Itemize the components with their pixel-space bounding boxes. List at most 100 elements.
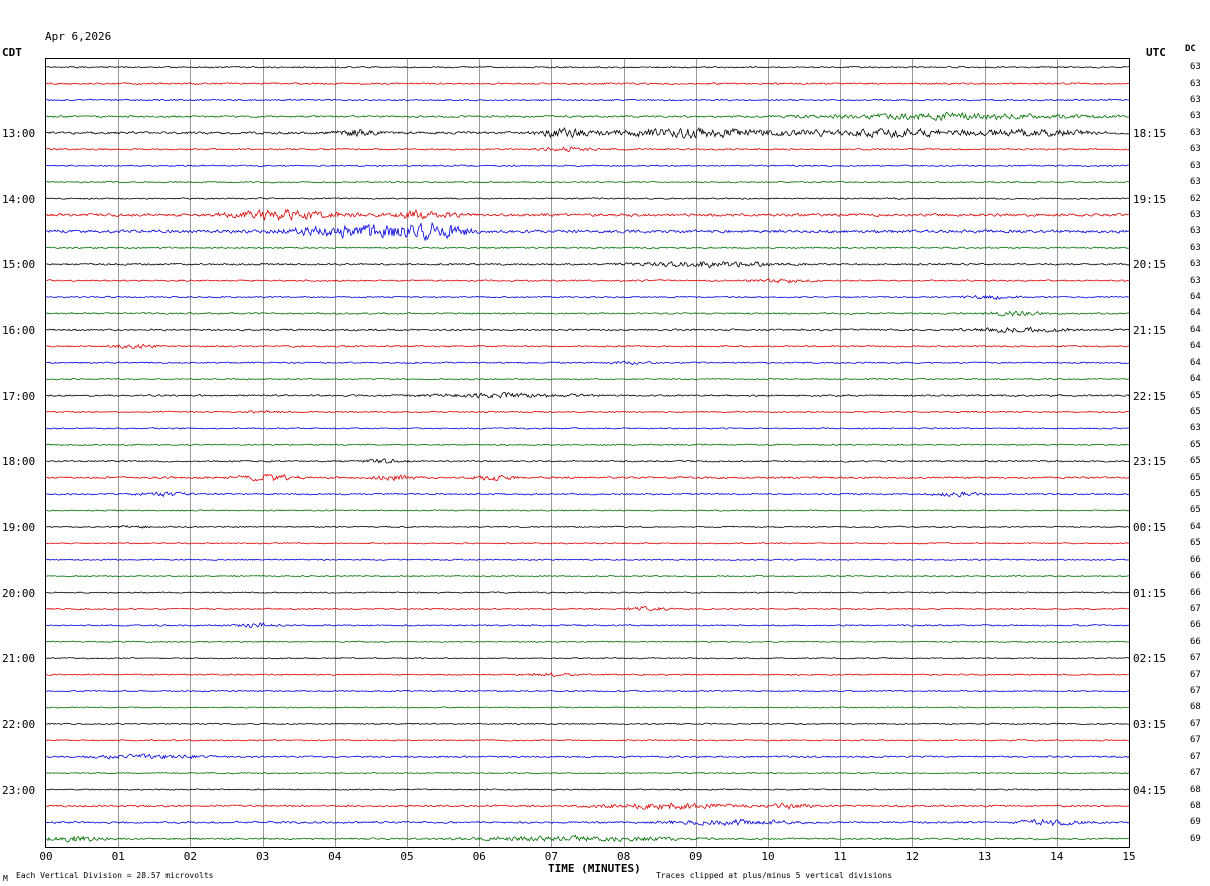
dc-column-label: DC	[1185, 44, 1196, 54]
trace-38	[46, 689, 1129, 693]
x-tick-label: 05	[400, 850, 414, 863]
dc-value: 68	[1190, 702, 1201, 713]
trace-23	[46, 443, 1129, 446]
dc-value: 67	[1190, 686, 1201, 697]
dc-value: 63	[1190, 95, 1201, 106]
trace-25	[46, 473, 1129, 482]
grid-line	[262, 59, 264, 847]
right-time-tick: 22:15	[1133, 389, 1167, 403]
left-timezone-label: CDT	[2, 46, 22, 59]
dc-value: 63	[1190, 209, 1201, 220]
trace-45	[46, 802, 1129, 811]
dc-value: 68	[1190, 784, 1201, 795]
seismogram-plot	[45, 58, 1130, 848]
trace-37	[46, 671, 1129, 678]
right-time-tick: 21:15	[1133, 323, 1167, 337]
trace-15	[46, 310, 1129, 317]
dc-value: 65	[1190, 406, 1201, 417]
x-tick-label: 09	[689, 850, 703, 863]
dc-value: 64	[1190, 521, 1201, 532]
trace-30	[46, 558, 1129, 561]
trace-36	[46, 657, 1129, 660]
dc-value: 63	[1190, 144, 1201, 155]
x-axis-title: TIME (MINUTES)	[548, 862, 641, 875]
dc-value: 65	[1190, 538, 1201, 549]
left-time-tick: 17:00	[2, 389, 36, 403]
trace-22	[46, 427, 1129, 430]
x-tick-label: 03	[255, 850, 270, 863]
trace-27	[46, 509, 1129, 512]
trace-canvas	[46, 65, 1129, 843]
trace-12	[46, 260, 1129, 269]
left-time-tick: 22:00	[2, 717, 36, 731]
right-time-tick: 18:15	[1133, 126, 1167, 140]
dc-value: 64	[1190, 292, 1201, 303]
grid-line	[334, 59, 336, 847]
trace-20	[46, 392, 1129, 399]
dc-value: 67	[1190, 751, 1201, 762]
x-tick-label: 10	[761, 850, 775, 863]
dc-value: 63	[1190, 78, 1201, 89]
grid-line	[984, 59, 986, 847]
x-tick-label: 07	[544, 850, 559, 863]
x-tick-label: 06	[472, 850, 486, 863]
trace-18	[46, 360, 1129, 366]
right-time-tick: 02:15	[1133, 652, 1167, 666]
dc-value: 65	[1190, 439, 1201, 450]
trace-01	[46, 82, 1129, 86]
right-time-tick: 03:15	[1133, 717, 1167, 731]
dc-value: 65	[1190, 489, 1201, 500]
dc-value: 66	[1190, 554, 1201, 565]
dc-value: 67	[1190, 603, 1201, 614]
trace-41	[46, 739, 1129, 742]
trace-07	[46, 180, 1129, 184]
trace-03	[46, 111, 1129, 122]
dc-value: 64	[1190, 341, 1201, 352]
trace-09	[46, 208, 1129, 222]
left-time-tick: 16:00	[2, 323, 36, 337]
x-tick-label: 02	[183, 850, 198, 863]
left-time-tick: 18:00	[2, 455, 36, 469]
dc-value: 63	[1190, 111, 1201, 122]
x-tick-label: 11	[833, 850, 847, 863]
dc-value: 67	[1190, 669, 1201, 680]
dc-value: 65	[1190, 505, 1201, 516]
trace-31	[46, 574, 1129, 578]
dc-value: 67	[1190, 735, 1201, 746]
dc-value: 63	[1190, 259, 1201, 270]
x-tick-label: 12	[905, 850, 920, 863]
grid-line	[190, 59, 192, 847]
dc-value: 63	[1190, 177, 1201, 188]
dc-value: 65	[1190, 472, 1201, 483]
dc-value: 66	[1190, 587, 1201, 598]
dc-value: 65	[1190, 390, 1201, 401]
trace-33	[46, 605, 1129, 612]
dc-value: 69	[1190, 833, 1201, 844]
grid-line	[118, 59, 120, 847]
grid-line	[840, 59, 842, 847]
trace-32	[46, 591, 1129, 594]
trace-46	[46, 818, 1129, 827]
x-tick-label: 13	[977, 850, 992, 863]
trace-44	[46, 788, 1129, 791]
trace-28	[46, 525, 1129, 529]
clip-note: Traces clipped at plus/minus 5 vertical …	[656, 871, 893, 880]
dc-value: 67	[1190, 653, 1201, 664]
left-time-tick: 19:00	[2, 520, 36, 534]
dc-value: 63	[1190, 226, 1201, 237]
footer-mark: M	[3, 874, 8, 883]
dc-value: 68	[1190, 800, 1201, 811]
left-time-tick: 21:00	[2, 652, 36, 666]
trace-24	[46, 458, 1129, 464]
left-time-tick: 23:00	[2, 783, 36, 797]
grid-lines	[46, 59, 1129, 847]
left-time-tick: 20:00	[2, 586, 36, 600]
right-timezone-label: UTC	[1146, 46, 1166, 59]
dc-value: 63	[1190, 275, 1201, 286]
dc-value: 63	[1190, 423, 1201, 434]
trace-21	[46, 410, 1129, 414]
grid-line	[623, 59, 625, 847]
grid-line	[768, 59, 769, 847]
dc-value: 63	[1190, 242, 1201, 253]
